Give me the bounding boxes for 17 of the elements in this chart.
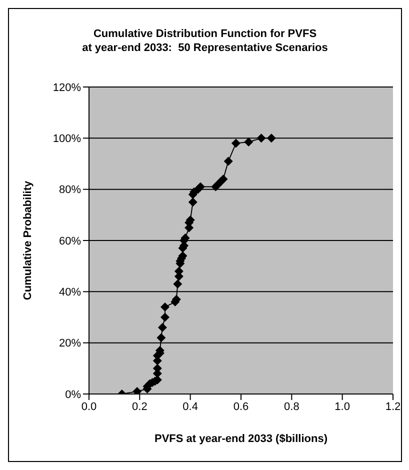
x-tick-label: 0.4	[182, 400, 198, 413]
x-tick-label: 1.2	[385, 400, 401, 413]
chart-title: Cumulative Distribution Function for PVFS at year-end 2033: 50 Representative Scenarios	[81, 27, 329, 55]
y-tick-label: 120%	[52, 82, 82, 94]
y-tick-label: 20%	[58, 338, 82, 350]
y-tick-label: 40%	[58, 286, 82, 299]
x-tick-label: 0.0	[81, 400, 97, 413]
y-tick-label: 80%	[58, 184, 82, 196]
y-tick-label: 60%	[58, 235, 82, 248]
x-tick-label: 0.8	[284, 400, 300, 413]
x-axis-title: PVFS at year-end 2033 ($billions)	[154, 433, 328, 445]
x-tick-label: 0.2	[132, 400, 148, 413]
y-tick-label: 100%	[52, 133, 82, 146]
y-axis-title: Cumulative Probability	[22, 180, 34, 300]
x-tick-label: 1.0	[334, 400, 350, 413]
x-tick-label: 0.6	[233, 400, 249, 413]
y-tick-label: 0%	[65, 388, 82, 401]
